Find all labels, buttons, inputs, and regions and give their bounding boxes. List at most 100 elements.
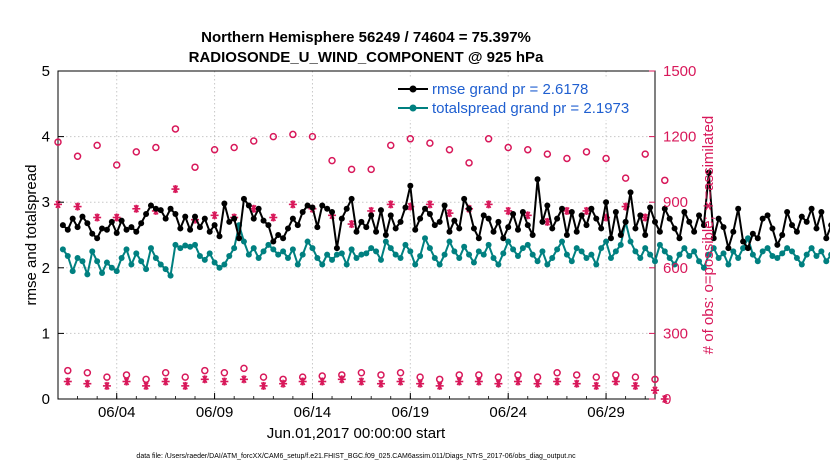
totalspread-point <box>749 251 756 258</box>
obs-assimilated-point <box>73 202 82 211</box>
obs-possible-point <box>347 165 356 174</box>
rmse-point <box>490 228 497 235</box>
totalspread-point <box>373 248 380 255</box>
obs-assimilated-point <box>572 379 581 388</box>
totalspread-point <box>490 254 497 261</box>
rmse-point <box>514 226 521 233</box>
totalspread-point <box>123 246 130 253</box>
obs-assimilated-point <box>122 377 131 386</box>
left-y-axis: 0 1 2 3 4 5 <box>42 63 64 408</box>
x-axis: 06/04 06/09 06/14 06/19 06/24 06/29 <box>57 393 646 421</box>
rmse-point <box>784 209 791 216</box>
totalspread-point <box>324 251 331 258</box>
rmse-point <box>231 215 238 222</box>
rmse-point <box>441 202 448 209</box>
obs-assimilated-point <box>416 379 425 388</box>
totalspread-point <box>656 241 663 248</box>
rmse-point <box>192 213 199 220</box>
totalspread-point <box>642 245 649 252</box>
rmse-point <box>402 204 409 211</box>
totalspread-point <box>524 241 531 248</box>
totalspread-point <box>754 258 761 265</box>
obs-assimilated-point <box>396 377 405 386</box>
totalspread-point <box>686 252 693 259</box>
rmse-point <box>505 224 512 231</box>
obs-possible-point <box>533 373 542 381</box>
rmse-point <box>240 195 247 202</box>
rmse-point <box>118 217 125 224</box>
totalspread-point <box>319 261 326 268</box>
totalspread-point <box>774 254 781 261</box>
rmse-point <box>133 228 140 235</box>
rmse-point <box>500 235 507 242</box>
rmse-point <box>147 202 154 209</box>
obs-possible-point <box>308 132 317 141</box>
obs-possible-point <box>367 165 375 174</box>
right-tick-label: 600 <box>663 260 688 277</box>
rmse-point <box>309 204 316 211</box>
totalspread-point <box>128 261 135 268</box>
rmse-point <box>549 225 556 232</box>
obs-assimilated-point <box>651 386 659 395</box>
x-tick-label: 06/14 <box>294 404 332 421</box>
rmse-point <box>470 225 477 232</box>
rmse-point <box>568 209 575 216</box>
rmse-point <box>284 225 291 232</box>
obs-possible-point <box>269 132 278 141</box>
totalspread-point <box>358 251 365 258</box>
totalspread-point <box>113 268 120 275</box>
obs-assimilated-point <box>181 381 190 390</box>
rmse-point <box>216 233 223 240</box>
totalspread-point <box>779 250 786 257</box>
totalspread-point <box>466 251 473 258</box>
totalspread-point <box>284 254 291 261</box>
obs-possible-point <box>504 143 512 152</box>
totalspread-point <box>333 251 340 258</box>
totalspread-point <box>74 254 81 261</box>
rmse-point <box>627 189 634 196</box>
obs-possible-point <box>249 137 258 145</box>
totalspread-point <box>744 235 751 242</box>
rmse-point <box>128 224 135 231</box>
rmse-point <box>793 228 800 235</box>
totalspread-point <box>784 245 791 252</box>
rmse-point <box>583 222 590 229</box>
rmse-point <box>759 215 766 222</box>
grid-lines <box>58 71 655 399</box>
x-axis-label: Jun.01,2017 00:00:00 start <box>267 425 446 442</box>
totalspread-point <box>69 268 76 275</box>
rmse-point <box>187 226 194 233</box>
totalspread-point <box>192 241 199 248</box>
legend-rmse-marker <box>409 85 417 93</box>
totalspread-point <box>329 256 336 263</box>
totalspread-point <box>529 251 536 258</box>
rmse-point <box>304 202 311 209</box>
rmse-point <box>319 202 326 209</box>
totalspread-point <box>647 251 654 258</box>
totalspread-point <box>534 258 541 265</box>
rmse-point <box>715 215 722 222</box>
obs-assimilated-point <box>455 377 464 386</box>
totalspread-point <box>661 248 668 255</box>
obs-possible-point <box>494 373 503 381</box>
totalspread-point <box>583 254 590 261</box>
rmse-point <box>69 215 76 222</box>
totalspread-point <box>412 261 419 268</box>
obs-possible-point <box>240 364 248 373</box>
rmse-point <box>764 212 771 219</box>
rmse-point <box>686 218 693 225</box>
obs-assimilated-point <box>279 379 288 388</box>
rmse-point <box>652 218 658 225</box>
rmse-point <box>456 225 463 232</box>
obs-assimilated-point <box>220 377 229 386</box>
obs-assimilated-point <box>631 381 640 390</box>
rmse-point <box>603 199 610 206</box>
obs-assimilated-point <box>200 375 209 384</box>
legend-spread-marker <box>409 104 417 112</box>
totalspread-point <box>740 245 747 252</box>
rmse-point <box>206 228 213 235</box>
rmse-point <box>578 212 585 219</box>
totalspread-point <box>402 241 409 248</box>
totalspread-point <box>720 250 727 257</box>
rmse-point <box>495 218 502 225</box>
